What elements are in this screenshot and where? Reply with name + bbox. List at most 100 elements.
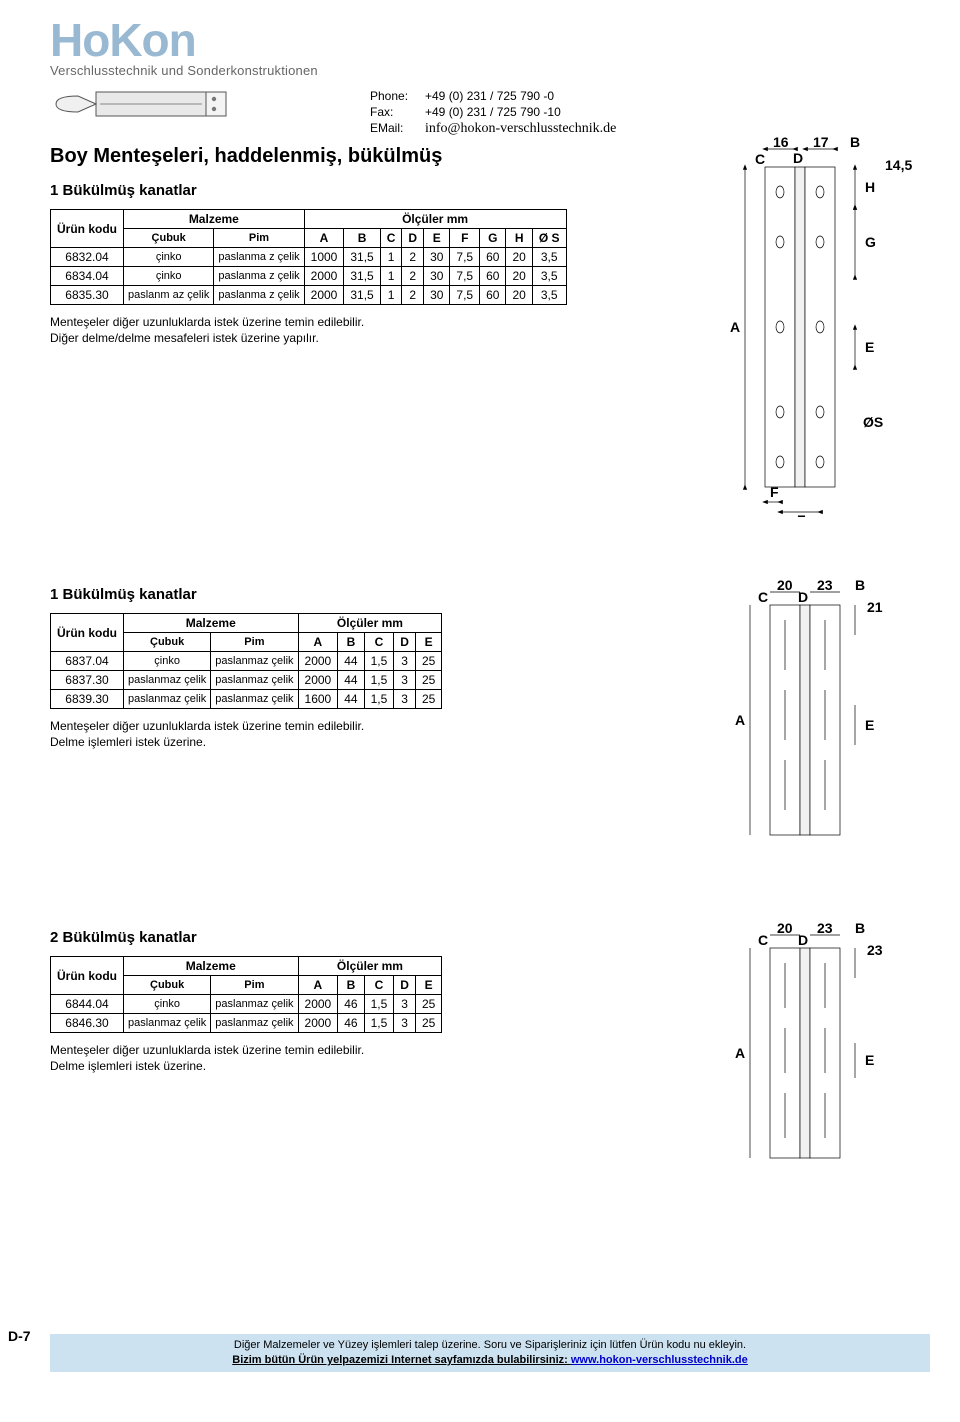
brand-logo: HoKon Verschlusstechnik und Sonderkonstr… [50, 20, 318, 127]
cell-pim: paslanma z çelik [214, 248, 304, 267]
cell-d: 3 [394, 995, 416, 1014]
cell-d: 3 [394, 690, 416, 709]
s3-urun: Ürün kodu [51, 957, 124, 995]
table-row: 6839.30paslanmaz çelikpaslanmaz çelik160… [51, 690, 442, 709]
table-row: 6844.04çinkopaslanmaz çelik2000461,5325 [51, 995, 442, 1014]
svg-text:B: B [855, 580, 865, 593]
section1-table: Ürün kodu Malzeme Ölçüler mm Çubuk Pim A… [50, 209, 567, 305]
sub-pim: Pim [214, 229, 304, 248]
svg-text:A: A [735, 712, 745, 728]
cell-cubuk: paslanmaz çelik [124, 671, 211, 690]
cell-a: 1000 [304, 248, 344, 267]
footer-link[interactable]: www.hokon-verschlusstechnik.de [571, 1354, 748, 1366]
cell-c: 1,5 [364, 1014, 394, 1033]
cell-code: 6834.04 [51, 267, 124, 286]
cell-pim: paslanmaz çelik [211, 690, 298, 709]
svg-text:D: D [798, 932, 808, 948]
section-2: 1 Bükülmüş kanatlar Ürün kodu Malzeme Öl… [50, 580, 930, 863]
cell-d: 2 [402, 248, 424, 267]
section2-note2: Delme işlemleri istek üzerine. [50, 735, 650, 751]
cell-e: 25 [415, 671, 441, 690]
sub-b: B [344, 229, 380, 248]
s2-c: C [364, 633, 394, 652]
footer-line2-prefix: Bizim bütün Ürün yelpazemizi Internet sa… [232, 1354, 571, 1366]
section3-notes: Menteşeler diğer uzunluklarda istek üzer… [50, 1043, 650, 1074]
cell-code: 6837.30 [51, 671, 124, 690]
table-row: 6837.30paslanmaz çelikpaslanmaz çelik200… [51, 671, 442, 690]
cell-a: 2000 [298, 995, 338, 1014]
latch-icon [50, 84, 318, 127]
svg-text:17: 17 [813, 137, 829, 150]
section2-heading: 1 Bükülmüş kanatlar [50, 586, 650, 603]
cell-d: 3 [394, 652, 416, 671]
s2-pim: Pim [211, 633, 298, 652]
svg-text:23: 23 [817, 923, 833, 936]
phone-value: +49 (0) 231 / 725 790 -0 [425, 88, 554, 104]
cell-b: 44 [338, 652, 364, 671]
s3-cubuk: Çubuk [124, 976, 211, 995]
cell-d: 3 [394, 1014, 416, 1033]
brand-tagline: Verschlusstechnik und Sonderkonstruktion… [50, 63, 318, 78]
section2-table: Ürün kodu Malzeme Ölçüler mm Çubuk Pim A… [50, 613, 442, 709]
s3-pim: Pim [211, 976, 298, 995]
cell-cubuk: paslanmaz çelik [124, 1014, 211, 1033]
page-number: D-7 [8, 1328, 31, 1344]
cell-c: 1,5 [364, 671, 394, 690]
svg-text:B: B [850, 137, 860, 150]
cell-c: 1,5 [364, 690, 394, 709]
section3-table: Ürün kodu Malzeme Ölçüler mm Çubuk Pim A… [50, 956, 442, 1033]
s3-c: C [364, 976, 394, 995]
section1-note2: Diğer delme/delme mesafeleri istek üzeri… [50, 331, 650, 347]
cell-cubuk: paslanm az çelik [124, 286, 214, 305]
cell-code: 6832.04 [51, 248, 124, 267]
cell-e: 25 [415, 690, 441, 709]
s3-a: A [298, 976, 338, 995]
figure-1: A C 16 17 D B 14,5 H G E ØS F F [685, 137, 915, 520]
table-row: 6846.30paslanmaz çelikpaslanmaz çelik200… [51, 1014, 442, 1033]
svg-text:A: A [730, 319, 740, 335]
s2-urun: Ürün kodu [51, 614, 124, 652]
svg-text:B: B [855, 923, 865, 936]
cell-b: 46 [338, 1014, 364, 1033]
cell-os: 3,5 [532, 267, 566, 286]
cell-c: 1,5 [364, 995, 394, 1014]
cell-e: 25 [415, 1014, 441, 1033]
cell-b: 31,5 [344, 286, 380, 305]
section-1: Boy Menteşeleri, haddelenmiş, bükülmüş 1… [50, 137, 930, 520]
sub-os: Ø S [532, 229, 566, 248]
svg-text:E: E [865, 717, 874, 733]
s2-cubuk: Çubuk [124, 633, 211, 652]
cell-code: 6844.04 [51, 995, 124, 1014]
s2-a: A [298, 633, 338, 652]
cell-d: 2 [402, 286, 424, 305]
cell-c: 1,5 [364, 652, 394, 671]
cell-f: 7,5 [450, 286, 480, 305]
svg-text:23: 23 [867, 942, 883, 958]
cell-f: 7,5 [450, 267, 480, 286]
cell-pim: paslanmaz çelik [211, 1014, 298, 1033]
section1-heading: 1 Bükülmüş kanatlar [50, 182, 650, 199]
cell-a: 2000 [298, 1014, 338, 1033]
svg-text:16: 16 [773, 137, 789, 150]
cell-code: 6837.04 [51, 652, 124, 671]
cell-d: 3 [394, 671, 416, 690]
svg-text:20: 20 [777, 580, 793, 593]
cell-code: 6839.30 [51, 690, 124, 709]
cell-e: 30 [424, 267, 450, 286]
cell-b: 44 [338, 690, 364, 709]
cell-b: 31,5 [344, 248, 380, 267]
fax-value: +49 (0) 231 / 725 790 -10 [425, 104, 561, 120]
s2-d: D [394, 633, 416, 652]
svg-text:ØS: ØS [863, 414, 883, 430]
cell-a: 2000 [298, 652, 338, 671]
cell-e: 30 [424, 286, 450, 305]
cell-cubuk: paslanmaz çelik [124, 690, 211, 709]
s3-malzeme: Malzeme [124, 957, 299, 976]
cell-g: 60 [480, 248, 506, 267]
sub-c: C [380, 229, 402, 248]
sub-g: G [480, 229, 506, 248]
svg-text:D: D [798, 589, 808, 605]
brand-wordmark: HoKon [50, 20, 318, 61]
sub-h: H [506, 229, 532, 248]
svg-text:21: 21 [867, 599, 883, 615]
